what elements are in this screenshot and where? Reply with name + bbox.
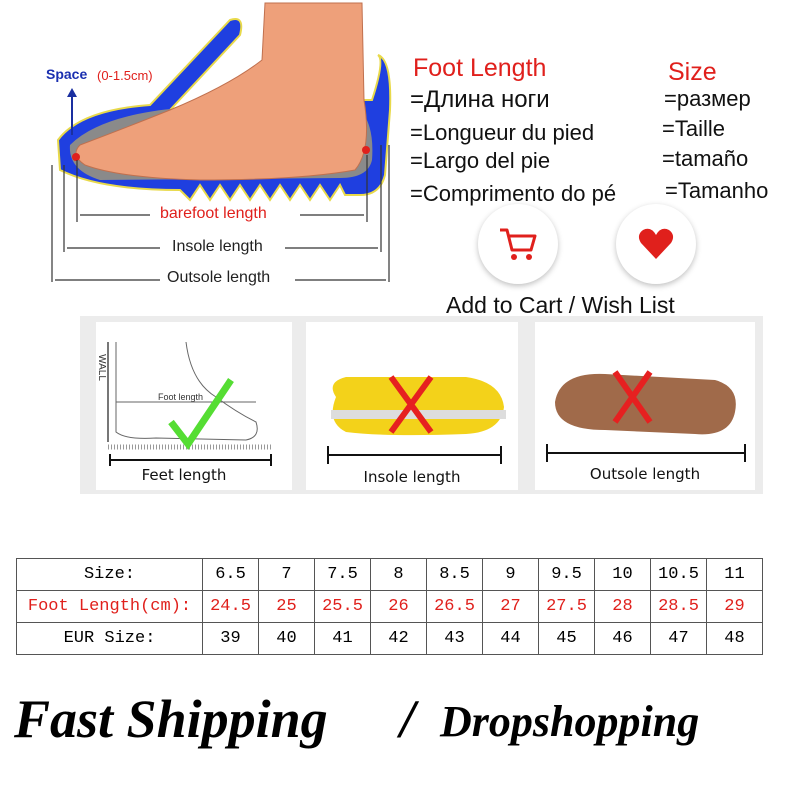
foot-measure-illustration bbox=[107, 341, 272, 466]
fast-shipping-text: Fast Shipping bbox=[14, 689, 328, 749]
table-cell: 40 bbox=[258, 622, 315, 655]
panel-feet-length: WALL Foot length bbox=[96, 322, 292, 490]
table-cell: 45 bbox=[538, 622, 595, 655]
foot-length-pt: =Comprimento do pé bbox=[410, 181, 617, 206]
table-cell: 25.5 bbox=[314, 590, 371, 623]
table-cell: 25 bbox=[258, 590, 315, 623]
table-cell: 9.5 bbox=[538, 558, 595, 591]
size-pt: =Tamanho bbox=[665, 178, 769, 203]
table-cell: 26.5 bbox=[426, 590, 483, 623]
shopping-cart-icon bbox=[500, 228, 537, 260]
table-cell: 27 bbox=[482, 590, 539, 623]
table-cell: 8.5 bbox=[426, 558, 483, 591]
foot-length-inner-label: Foot length bbox=[158, 392, 204, 402]
size-ru: =размер bbox=[664, 86, 751, 111]
table-cell: 44 bbox=[482, 622, 539, 655]
row-header: Foot Length(cm): bbox=[16, 590, 203, 623]
outsole-illustration bbox=[546, 370, 746, 462]
table-cell: 11 bbox=[706, 558, 763, 591]
foot-illustration bbox=[51, 2, 392, 282]
table-cell: 28.5 bbox=[650, 590, 707, 623]
table-cell: 43 bbox=[426, 622, 483, 655]
foot-length-ru: =Длина ноги bbox=[410, 86, 550, 113]
wish-list-button[interactable] bbox=[616, 204, 696, 284]
heart-icon bbox=[638, 228, 674, 259]
size-table: Size: 6.5 7 7.5 8 8.5 9 9.5 10 10.5 11 Foot Length(… bbox=[16, 558, 763, 655]
table-cell: 41 bbox=[314, 622, 371, 655]
table-cell: 46 bbox=[594, 622, 651, 655]
table-cell: 28 bbox=[594, 590, 651, 623]
table-cell: 8 bbox=[370, 558, 427, 591]
panel-outsole-length bbox=[535, 322, 755, 490]
table-cell: 42 bbox=[370, 622, 427, 655]
space-label: Space bbox=[46, 66, 88, 82]
add-to-cart-button[interactable] bbox=[478, 204, 558, 284]
wall-label: WALL bbox=[95, 354, 107, 381]
table-row: Size: 6.5 7 7.5 8 8.5 9 9.5 10 10.5 11 bbox=[16, 558, 763, 591]
row-header: EUR Size: bbox=[16, 622, 203, 655]
foot-length-es: =Largo del pie bbox=[410, 148, 551, 173]
table-cell: 27.5 bbox=[538, 590, 595, 623]
foot-length-fr: =Longueur du pied bbox=[410, 120, 595, 145]
size-title: Size bbox=[668, 58, 717, 86]
feet-length-label: Feet length bbox=[141, 466, 227, 484]
outsole-length-label: Outsole length bbox=[167, 269, 271, 286]
table-cell: 26 bbox=[370, 590, 427, 623]
panel-insole-length bbox=[306, 322, 518, 490]
table-cell: 10 bbox=[594, 558, 651, 591]
insole-illustration bbox=[327, 375, 506, 464]
size-es: =tamaño bbox=[662, 146, 749, 171]
size-fr: =Taille bbox=[662, 116, 725, 141]
table-cell: 47 bbox=[650, 622, 707, 655]
table-cell: 6.5 bbox=[202, 558, 259, 591]
table-cell: 48 bbox=[706, 622, 763, 655]
barefoot-length-label: barefoot length bbox=[160, 205, 267, 222]
separator: / bbox=[400, 689, 416, 749]
table-cell: 7.5 bbox=[314, 558, 371, 591]
add-to-cart-wish-list-label: Add to Cart / Wish List bbox=[446, 292, 675, 318]
foot-diagram: Space (0-1.5cm) barefoot length Insole l… bbox=[0, 0, 400, 300]
row-header: Size: bbox=[16, 558, 203, 591]
table-row: EUR Size: 39 40 41 42 43 44 45 46 47 48 bbox=[16, 622, 763, 655]
foot-length-title: Foot Length bbox=[413, 54, 547, 82]
insole-length-label: Insole length bbox=[172, 238, 263, 255]
outsole-length-panel-label: Outsole length bbox=[589, 465, 701, 483]
table-cell: 39 bbox=[202, 622, 259, 655]
space-range: (0-1.5cm) bbox=[97, 68, 153, 83]
table-cell: 9 bbox=[482, 558, 539, 591]
table-row: Foot Length(cm): 24.5 25 25.5 26 26.5 27 27.5 28… bbox=[16, 590, 763, 623]
insole-length-panel-label: Insole length bbox=[363, 468, 461, 486]
table-cell: 7 bbox=[258, 558, 315, 591]
table-cell: 10.5 bbox=[650, 558, 707, 591]
table-cell: 24.5 bbox=[202, 590, 259, 623]
dropshopping-text: Dropshopping bbox=[440, 697, 700, 746]
table-cell: 29 bbox=[706, 590, 763, 623]
